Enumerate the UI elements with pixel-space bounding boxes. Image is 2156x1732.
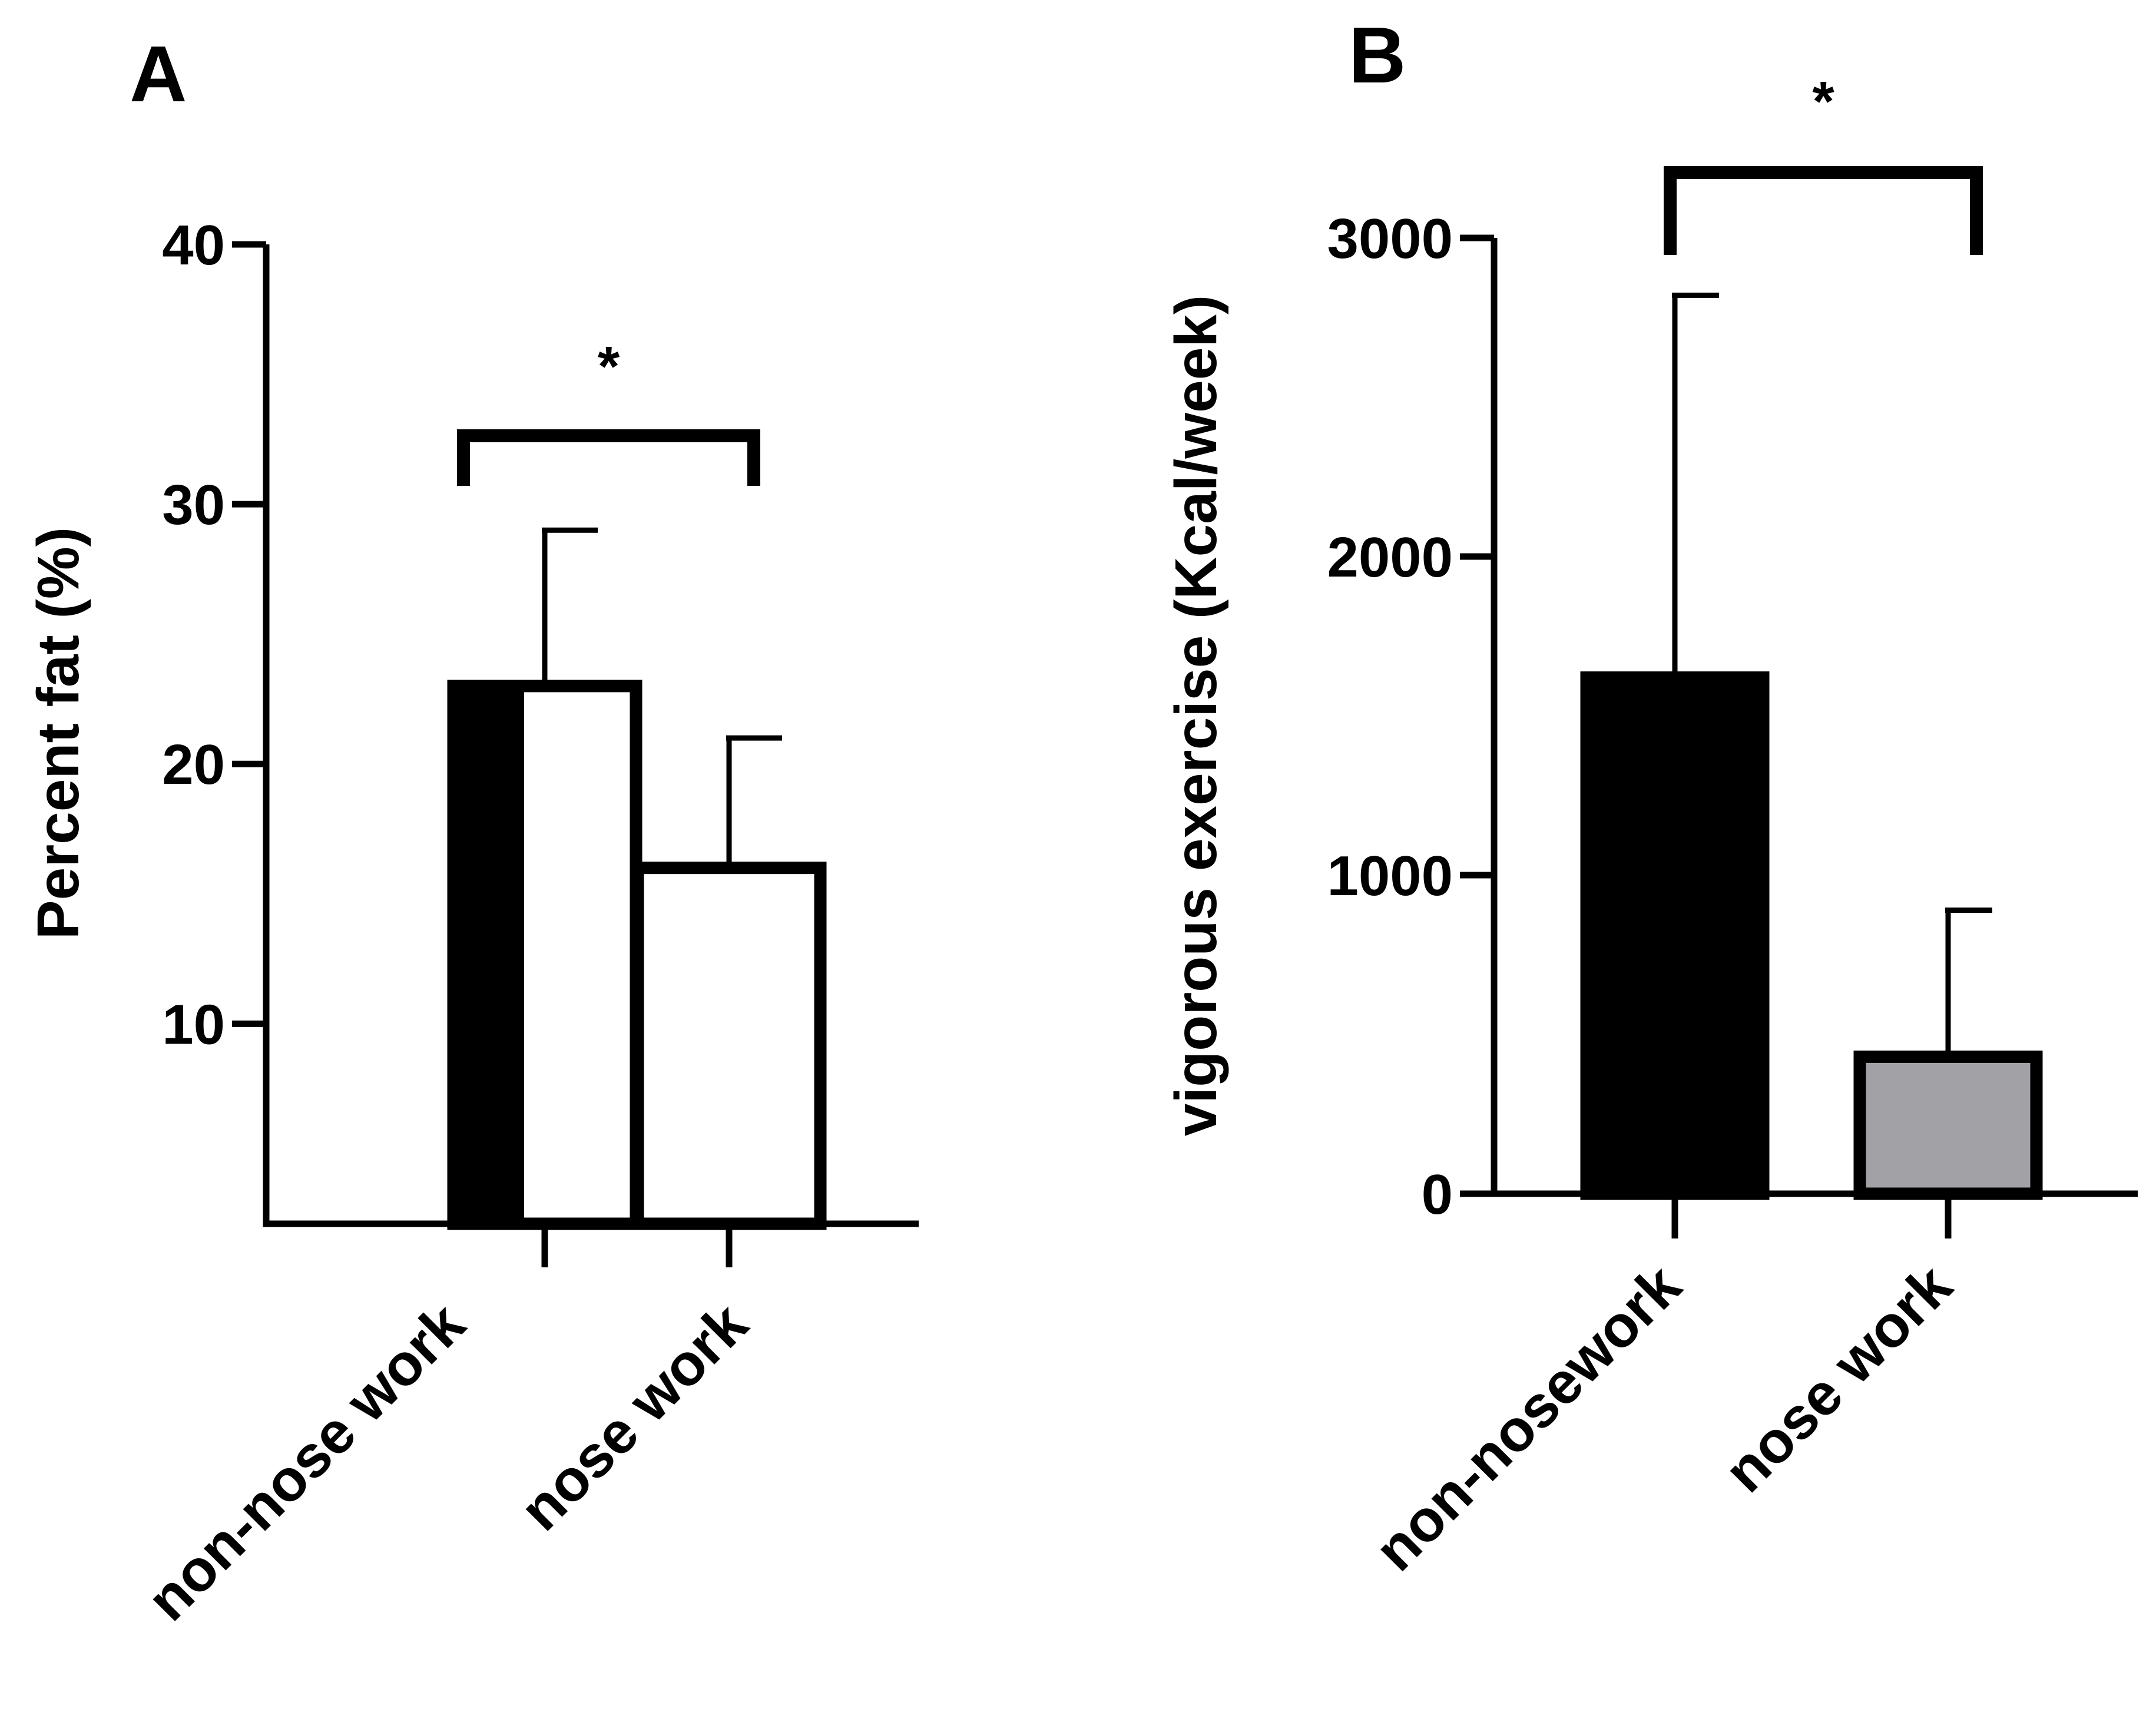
panel-b-letter: B (1349, 11, 1406, 100)
panel-a-y-tick-label: 20 (162, 733, 225, 796)
panel-a-bars (447, 527, 827, 1230)
panel-b-y-tick-label: 2000 (1327, 526, 1453, 589)
panel-b-category-label: nose work (1712, 1252, 1965, 1505)
panel-a-category-label: non-nose work (135, 1290, 478, 1633)
panel-a-category-label: nose work (508, 1290, 760, 1543)
panel-b-y-tick-label: 3000 (1327, 207, 1453, 270)
panel-a-significance: * (457, 335, 760, 486)
panel-b-y-axis-title: vigorous exercise (Kcal/week) (1163, 295, 1229, 1136)
panel-b-y-ticks: 0 1000 2000 3000 (1327, 207, 1494, 1226)
panel-b-y-tick-label: 0 (1422, 1163, 1453, 1226)
panel-b: B vigorous exercise (Kcal/week) 0 1000 200… (1163, 11, 2138, 1584)
panel-b-y-tick-label: 1000 (1327, 845, 1453, 908)
panel-a-y-tick-label: 30 (162, 473, 225, 537)
panel-b-significance-bracket (1664, 166, 1983, 255)
panel-b-bars (1580, 292, 2043, 1200)
panel-b-significance: * (1664, 70, 1983, 255)
panel-a-y-ticks: 10 20 30 40 (162, 214, 266, 1056)
panel-b-category-labels: non-nosework nose work (1362, 1252, 1965, 1584)
panel-a-bar-fill (453, 685, 524, 1224)
panel-b-category-label: non-nosework (1362, 1252, 1694, 1584)
panel-a: A Percent fat (%) 10 20 30 40 non-nose work… (25, 29, 919, 1633)
panel-a-y-tick-label: 40 (162, 214, 225, 277)
panel-b-bar (1580, 671, 1770, 1200)
panel-b-bar (1853, 1050, 2043, 1200)
panel-a-y-axis-title: Percent fat (%) (25, 527, 91, 939)
panel-b-axes (1491, 238, 2138, 1238)
panel-a-significance-star: * (598, 335, 620, 398)
panel-a-category-labels: non-nose work nose work (135, 1290, 760, 1633)
panel-a-letter: A (130, 29, 187, 118)
panel-a-axes (263, 244, 919, 1267)
panel-a-significance-bracket (457, 429, 760, 486)
panel-a-y-tick-label: 10 (162, 993, 225, 1056)
panel-a-bar (631, 862, 827, 1230)
panel-b-significance-star: * (1812, 70, 1834, 133)
